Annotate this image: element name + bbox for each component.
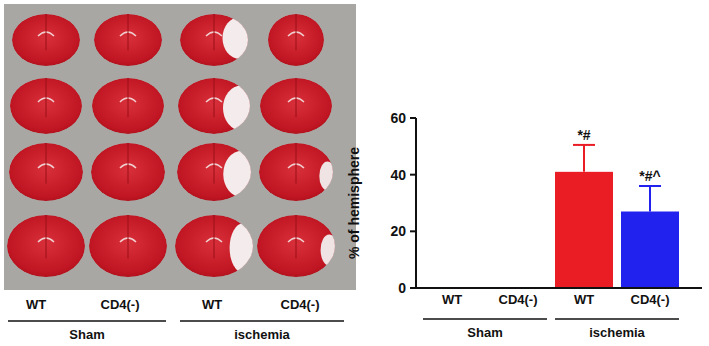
slice-midline bbox=[214, 14, 215, 50]
y-tick-label: 20 bbox=[390, 223, 406, 239]
error-bar-cap bbox=[639, 185, 661, 187]
x-tick-label: WT bbox=[442, 292, 462, 307]
brain-slice bbox=[177, 143, 260, 201]
error-bar-stem bbox=[649, 186, 651, 212]
group-line bbox=[555, 318, 679, 320]
photo-column-label: CD4(-) bbox=[101, 297, 140, 312]
slice-midline bbox=[128, 143, 129, 184]
brain-slice bbox=[92, 78, 164, 134]
photo-group-label: ischemia bbox=[234, 327, 290, 342]
brain-slice bbox=[178, 78, 259, 134]
infarct-area bbox=[321, 235, 338, 266]
y-tick bbox=[410, 230, 416, 232]
slice-midline bbox=[296, 215, 297, 258]
slice-tissue bbox=[10, 78, 82, 134]
brain-slice bbox=[180, 14, 257, 66]
y-axis-label: % of hemisphere bbox=[346, 147, 362, 259]
x-tick-label: WT bbox=[574, 292, 594, 307]
slice-midline bbox=[46, 14, 47, 50]
infarct-area bbox=[319, 162, 335, 191]
slice-midline bbox=[214, 143, 215, 184]
photo-background bbox=[4, 4, 356, 290]
y-tick-label: 60 bbox=[390, 110, 406, 126]
slice-tissue bbox=[12, 14, 80, 66]
bar bbox=[621, 212, 679, 289]
x-tick-label: CD4(-) bbox=[631, 292, 670, 307]
slice-midline bbox=[46, 78, 47, 117]
x-tick-label: CD4(-) bbox=[499, 292, 538, 307]
y-tick bbox=[410, 287, 416, 289]
y-tick bbox=[410, 174, 416, 176]
infarct-area bbox=[223, 86, 259, 131]
brain-slice bbox=[9, 143, 83, 201]
bar bbox=[555, 172, 613, 288]
y-tick bbox=[410, 117, 416, 119]
photo-group-line bbox=[180, 320, 344, 322]
slice-tissue bbox=[7, 215, 85, 277]
slice-tissue bbox=[268, 14, 324, 66]
brain-slice bbox=[268, 14, 324, 66]
slice-tissue bbox=[9, 143, 83, 201]
photo-column-label: WT bbox=[26, 297, 46, 312]
slice-tissue bbox=[260, 78, 332, 134]
significance-annotation: *# bbox=[577, 127, 590, 143]
error-bar bbox=[639, 186, 661, 212]
slice-midline bbox=[296, 143, 297, 184]
chart: % of hemisphere *# *#^ 0 20 40 60 WT CD4(-) WT CD4… bbox=[346, 110, 702, 340]
significance-annotation: *#^ bbox=[639, 168, 660, 184]
y-axis-line bbox=[415, 118, 417, 288]
brain-slice bbox=[257, 215, 338, 277]
brain-slice bbox=[259, 143, 336, 201]
brain-slice bbox=[89, 215, 167, 277]
photo-group-label: Sham bbox=[69, 327, 104, 342]
slice-midline bbox=[46, 143, 47, 184]
photo-panel: WT CD4(-) WT CD4(-) Sham ischemia bbox=[4, 4, 356, 342]
x-axis-line bbox=[415, 287, 702, 289]
photo-group-line bbox=[8, 320, 166, 322]
y-tick-label: 40 bbox=[390, 167, 406, 183]
infarct-area bbox=[230, 223, 257, 273]
brain-slice bbox=[260, 78, 332, 134]
bars bbox=[555, 145, 679, 288]
slice-tissue bbox=[91, 143, 165, 201]
slice-midline bbox=[128, 78, 129, 117]
slice-midline bbox=[296, 78, 297, 117]
photo-column-label: CD4(-) bbox=[281, 297, 320, 312]
error-bar-cap bbox=[573, 144, 595, 146]
slice-midline bbox=[214, 215, 215, 258]
error-bar bbox=[573, 145, 595, 172]
group-label: ischemia bbox=[589, 325, 645, 340]
infarct-area bbox=[223, 151, 260, 197]
y-tick-label: 0 bbox=[398, 280, 406, 296]
photo-column-label: WT bbox=[202, 297, 222, 312]
slice-midline bbox=[296, 14, 297, 50]
slice-tissue bbox=[89, 215, 167, 277]
infarct-area bbox=[223, 17, 257, 59]
slice-midline bbox=[128, 215, 129, 258]
slice-tissue bbox=[94, 14, 162, 66]
group-line bbox=[423, 318, 547, 320]
slice-midline bbox=[46, 215, 47, 258]
error-bar-stem bbox=[583, 145, 585, 172]
brain-slice bbox=[175, 215, 257, 277]
brain-slice bbox=[94, 14, 162, 66]
slice-midline bbox=[128, 14, 129, 50]
brain-slice bbox=[12, 14, 80, 66]
brain-slice bbox=[10, 78, 82, 134]
brain-slice bbox=[91, 143, 165, 201]
slice-midline bbox=[214, 78, 215, 117]
group-label: Sham bbox=[467, 325, 502, 340]
slice-tissue bbox=[92, 78, 164, 134]
brain-slice bbox=[7, 215, 85, 277]
